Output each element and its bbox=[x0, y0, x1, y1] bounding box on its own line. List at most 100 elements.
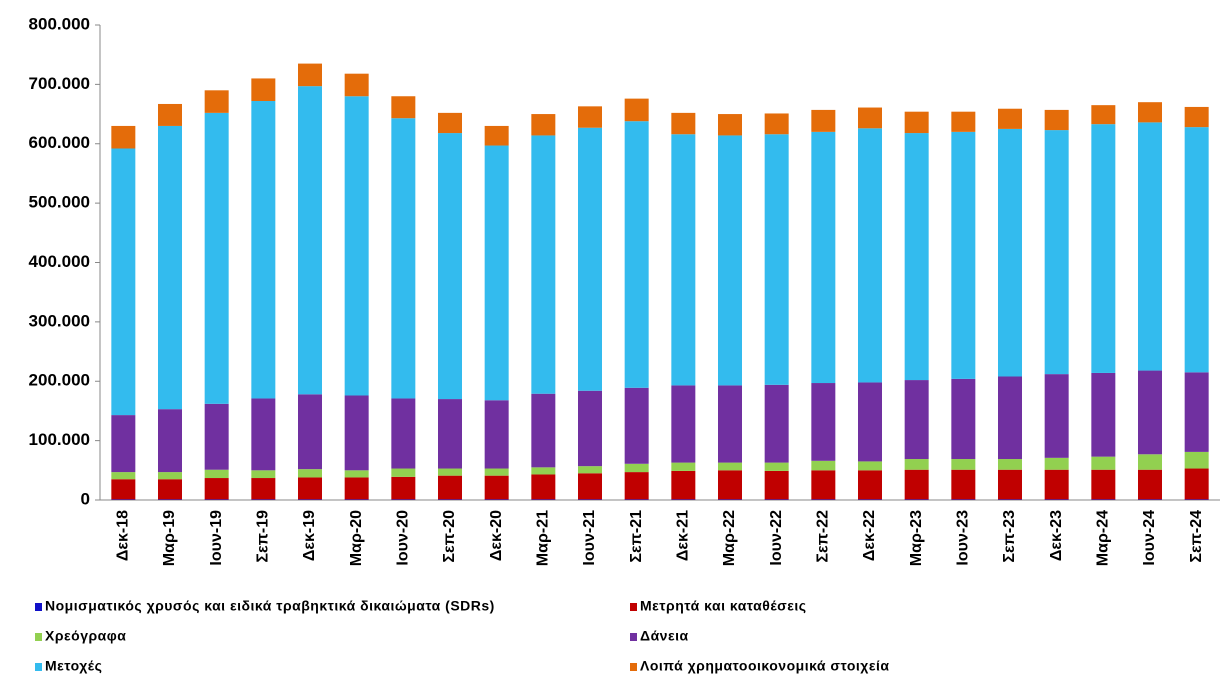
x-tick-label: Σεπ-19 bbox=[255, 510, 272, 563]
x-tick-label: Δεκ-23 bbox=[1048, 510, 1065, 561]
bar-segment bbox=[438, 499, 462, 500]
x-tick-label: Σεπ-24 bbox=[1188, 510, 1205, 563]
bar-segment bbox=[1138, 122, 1162, 371]
bar-segment bbox=[578, 106, 602, 128]
bar-segment bbox=[391, 476, 416, 500]
x-tick-label: Μαρ-23 bbox=[908, 510, 925, 566]
x-tick-label: Δεκ-21 bbox=[675, 510, 692, 561]
bar-segment bbox=[811, 499, 836, 500]
x-tick-label: Μαρ-21 bbox=[535, 510, 552, 566]
bar-segment bbox=[158, 472, 182, 480]
bar-segment bbox=[298, 394, 322, 470]
x-tick-label: Δεκ-19 bbox=[301, 510, 318, 561]
x-tick-label: Ιουν-21 bbox=[581, 510, 598, 566]
bar-segment bbox=[111, 472, 136, 480]
bar-segment bbox=[1044, 469, 1069, 500]
bar-segment bbox=[344, 73, 369, 97]
bar-segment bbox=[671, 134, 696, 386]
bar-segment bbox=[344, 395, 369, 471]
bar-segment bbox=[1184, 499, 1209, 500]
bar-segment bbox=[531, 393, 556, 468]
y-tick-label: 800.000 bbox=[29, 14, 90, 33]
y-tick-label: 200.000 bbox=[29, 371, 90, 390]
bar-segment bbox=[391, 468, 416, 477]
legend-swatch bbox=[35, 603, 42, 611]
bar-segment bbox=[671, 462, 696, 471]
x-tick-label: Σεπ-21 bbox=[628, 510, 645, 563]
bar-segment bbox=[858, 470, 882, 500]
x-tick-label: Ιουν-19 bbox=[208, 510, 225, 566]
legend-label: Νομισματικός χρυσός και ειδικά τραβηκτικ… bbox=[45, 598, 495, 614]
bar-segment bbox=[204, 112, 229, 404]
bar-segment bbox=[624, 499, 649, 500]
bar-segment bbox=[344, 470, 369, 478]
bar-segment bbox=[1091, 469, 1116, 500]
y-tick-label: 100.000 bbox=[29, 430, 90, 449]
bar-segment bbox=[158, 103, 182, 126]
bar-segment bbox=[764, 470, 789, 500]
bar-segment bbox=[811, 460, 836, 471]
bar-segment bbox=[484, 125, 509, 146]
bar-segment bbox=[1138, 454, 1162, 470]
bar-segment bbox=[998, 108, 1022, 129]
bar-segment bbox=[858, 499, 882, 500]
bar-segment bbox=[1184, 127, 1209, 373]
bar-segment bbox=[298, 469, 322, 478]
bar-segment bbox=[484, 145, 509, 401]
x-tick-label: Ιουν-20 bbox=[395, 510, 412, 566]
bar-segment bbox=[951, 459, 976, 470]
bar-segment bbox=[951, 499, 976, 500]
bar-segment bbox=[298, 477, 322, 500]
bar-segment bbox=[204, 469, 229, 479]
bar-segment bbox=[438, 468, 462, 476]
bar-segment bbox=[998, 469, 1022, 500]
x-tick-label: Ιουν-24 bbox=[1141, 510, 1158, 566]
bar-segment bbox=[1091, 372, 1116, 457]
bar-segment bbox=[111, 148, 136, 416]
bar-segment bbox=[531, 467, 556, 475]
legend-label: Μετρητά και καταθέσεις bbox=[640, 598, 807, 614]
bar-segment bbox=[251, 499, 276, 500]
bar-segment bbox=[204, 499, 229, 500]
bar-segment bbox=[344, 96, 369, 396]
bar-segment bbox=[811, 470, 836, 500]
x-tick-label: Ιουν-23 bbox=[955, 510, 972, 566]
bar-segment bbox=[951, 469, 976, 500]
bar-segment bbox=[671, 385, 696, 463]
bar-segment bbox=[764, 384, 789, 463]
bar-segment bbox=[251, 101, 276, 399]
bar-segment bbox=[1044, 457, 1069, 470]
bar-segment bbox=[438, 399, 462, 469]
bar-segment bbox=[904, 380, 929, 460]
bar-segment bbox=[904, 469, 929, 500]
bar-segment bbox=[391, 118, 416, 399]
y-tick-label: 300.000 bbox=[29, 311, 90, 330]
bar-segment bbox=[578, 466, 602, 474]
bar-segment bbox=[438, 133, 462, 400]
bar-segment bbox=[1091, 124, 1116, 373]
bar-segment bbox=[858, 382, 882, 462]
bar-segment bbox=[1184, 106, 1209, 128]
bar-segment bbox=[1184, 372, 1209, 452]
bar-segment bbox=[251, 78, 276, 101]
bar-segment bbox=[111, 415, 136, 473]
bar-segment bbox=[578, 127, 602, 391]
bar-segment bbox=[251, 470, 276, 479]
bar-segment bbox=[811, 109, 836, 132]
bar-segment bbox=[951, 131, 976, 379]
bar-segment bbox=[764, 134, 789, 385]
bar-segment bbox=[671, 112, 696, 135]
bar-segment bbox=[624, 387, 649, 464]
bar-segment bbox=[204, 90, 229, 113]
bar-segment bbox=[1138, 499, 1162, 500]
bar-segment bbox=[671, 499, 696, 500]
y-tick-label: 700.000 bbox=[29, 74, 90, 93]
x-tick-label: Δεκ-18 bbox=[115, 510, 132, 561]
bar-segment bbox=[624, 98, 649, 122]
bar-segment bbox=[204, 478, 229, 500]
bar-segment bbox=[484, 499, 509, 500]
bar-segment bbox=[904, 459, 929, 470]
bar-segment bbox=[111, 125, 136, 149]
bar-segment bbox=[158, 125, 182, 410]
bar-segment bbox=[484, 475, 509, 500]
